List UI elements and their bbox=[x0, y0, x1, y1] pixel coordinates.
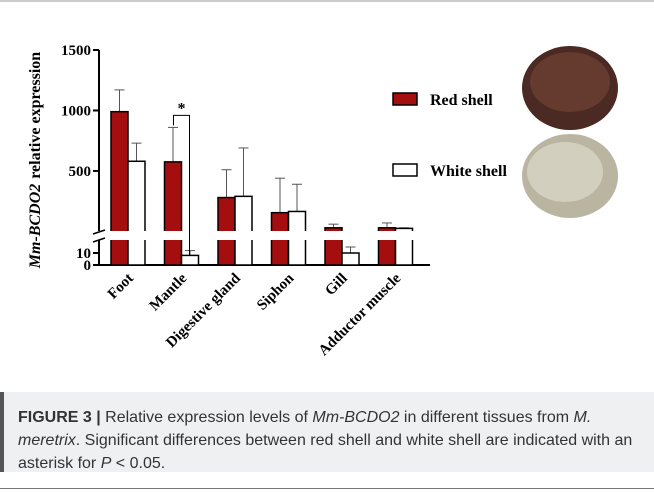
significance-label: * bbox=[178, 100, 186, 117]
bar bbox=[342, 253, 359, 265]
y-axis-label: Mm-BCDO2 relative expression bbox=[27, 52, 44, 270]
legend-label: Red shell bbox=[430, 92, 493, 109]
y-tick-label: 1500 bbox=[61, 43, 91, 59]
rule bbox=[0, 488, 654, 489]
bar bbox=[235, 196, 252, 265]
bar bbox=[182, 255, 199, 265]
bar bbox=[111, 112, 128, 265]
caption-text: < 0.05. bbox=[111, 455, 165, 472]
y-tick-label: 1000 bbox=[61, 103, 91, 119]
chart: Mm-BCDO2relative expression 010500100015… bbox=[0, 0, 654, 392]
legend-swatch bbox=[393, 93, 417, 105]
x-tick-label: Foot bbox=[105, 271, 137, 303]
figure: Mm-BCDO2relative expression 010500100015… bbox=[0, 0, 654, 492]
caption-label: FIGURE 3 | bbox=[18, 409, 101, 426]
caption-text: in different tissues from bbox=[399, 409, 573, 426]
axis-break bbox=[87, 231, 432, 240]
caption-text: Relative expression levels of bbox=[101, 409, 313, 426]
x-tick-label: Mantle bbox=[147, 270, 191, 314]
legend-label: White shell bbox=[430, 163, 507, 180]
x-tick-label: Siphon bbox=[254, 270, 298, 314]
bar bbox=[128, 161, 145, 265]
y-tick-label: 500 bbox=[69, 164, 92, 180]
caption: FIGURE 3 | Relative expression levels of… bbox=[0, 392, 654, 472]
legend-swatch bbox=[393, 164, 417, 176]
clam-images bbox=[522, 46, 618, 218]
caption-text: P bbox=[101, 455, 112, 472]
caption-text: Mm-BCDO2 bbox=[312, 409, 399, 426]
y-label-gene: Mm-BCDO2 bbox=[27, 184, 44, 269]
y-tick-label: 10 bbox=[76, 246, 91, 262]
y-label-text: relative expression bbox=[27, 52, 44, 179]
x-tick-label: Gill bbox=[322, 271, 350, 299]
bar bbox=[165, 162, 182, 265]
